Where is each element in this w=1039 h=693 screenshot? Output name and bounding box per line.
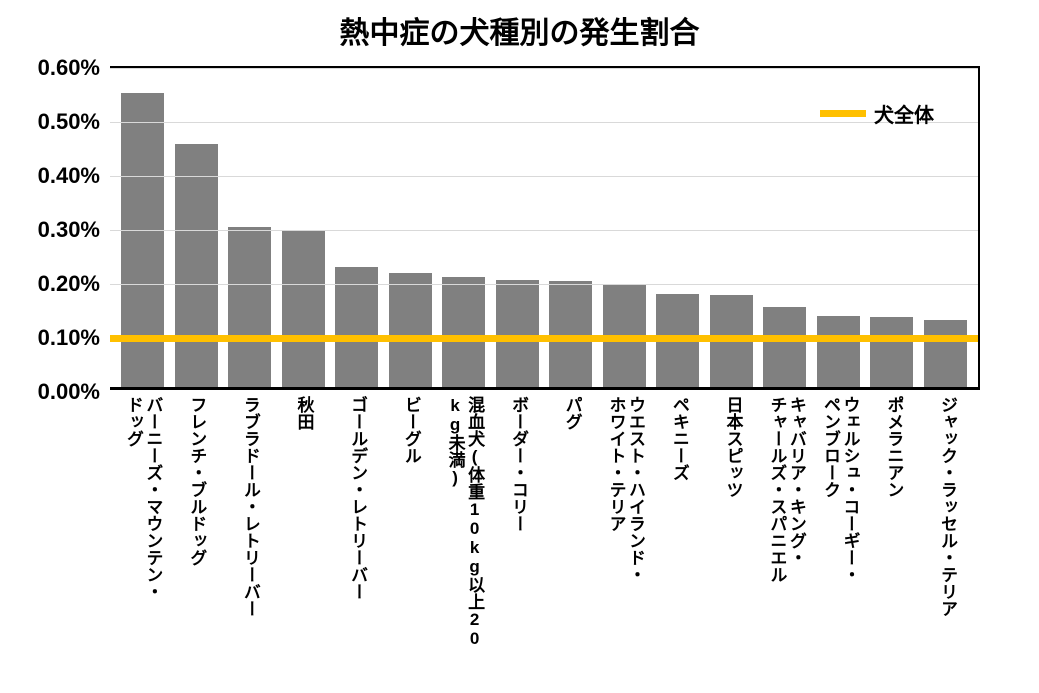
x-label-slot: 日本スピッツ bbox=[706, 396, 760, 648]
x-label-slot: ポメラニアン bbox=[867, 396, 921, 648]
x-tick-label: ラブラドール・レトリーバー bbox=[240, 396, 260, 648]
bar bbox=[763, 307, 806, 387]
x-tick-label: 日本スピッツ bbox=[723, 396, 743, 648]
x-label-slot: 混血犬(体重10kg以上20 kg未満) bbox=[438, 396, 492, 648]
x-tick-label: ウエスト・ハイランド・ ホワイト・テリア bbox=[606, 396, 645, 648]
x-axis-labels: バーニーズ・マウンテン・ ドッグ フレンチ・ブルドッグ ラブラドール・レトリーバー 秋… bbox=[110, 396, 980, 648]
x-label-slot: ジャック・ラッセル・テリア bbox=[920, 396, 974, 648]
y-tick-label: 0.20% bbox=[38, 271, 100, 297]
x-label-slot: フレンチ・ブルドッグ bbox=[170, 396, 224, 648]
gridline bbox=[110, 284, 978, 285]
x-tick-label: 混血犬(体重10kg以上20 kg未満) bbox=[445, 396, 484, 648]
bar bbox=[282, 230, 325, 387]
gridline bbox=[110, 68, 978, 69]
x-tick-label: パグ bbox=[562, 396, 582, 648]
x-tick-label: フレンチ・ブルドッグ bbox=[187, 396, 207, 648]
x-label-slot: ゴールデン・レトリーバー bbox=[331, 396, 385, 648]
x-label-slot: ウエスト・ハイランド・ ホワイト・テリア bbox=[599, 396, 653, 648]
y-tick-label: 0.40% bbox=[38, 163, 100, 189]
x-label-slot: パグ bbox=[545, 396, 599, 648]
chart-container: 熱中症の犬種別の発生割合 0.00% 0.10% 0.20% 0.30% 0.40% 0.… bbox=[0, 0, 1039, 693]
bar bbox=[870, 317, 913, 387]
y-tick-label: 0.00% bbox=[38, 379, 100, 405]
bar bbox=[175, 144, 218, 387]
x-label-slot: ボーダー・コリー bbox=[491, 396, 545, 648]
legend-label: 犬全体 bbox=[874, 99, 934, 128]
x-label-slot: バーニーズ・マウンテン・ ドッグ bbox=[116, 396, 170, 648]
x-label-slot: キャバリア・キング・ チャールズ・スパニエル bbox=[760, 396, 814, 648]
bar bbox=[924, 320, 967, 388]
x-tick-label: ポメラニアン bbox=[884, 396, 904, 648]
bar bbox=[817, 316, 860, 387]
reference-line bbox=[110, 335, 978, 342]
x-tick-label: バーニーズ・マウンテン・ ドッグ bbox=[123, 396, 162, 648]
y-tick-label: 0.30% bbox=[38, 217, 100, 243]
x-tick-label: キャバリア・キング・ チャールズ・スパニエル bbox=[767, 396, 806, 648]
x-tick-label: ゴールデン・レトリーバー bbox=[348, 396, 368, 648]
bar bbox=[389, 273, 432, 387]
legend: 犬全体 bbox=[820, 99, 934, 128]
x-label-slot: ビーグル bbox=[384, 396, 438, 648]
bar bbox=[335, 267, 378, 387]
x-tick-label: ボーダー・コリー bbox=[508, 396, 528, 648]
x-label-slot: 秋田 bbox=[277, 396, 331, 648]
y-tick-label: 0.60% bbox=[38, 55, 100, 81]
gridline bbox=[110, 230, 978, 231]
x-tick-label: ビーグル bbox=[401, 396, 421, 648]
bar bbox=[442, 277, 485, 387]
x-tick-label: 秋田 bbox=[294, 396, 314, 648]
x-tick-label: ペキニーズ bbox=[669, 396, 689, 648]
gridline bbox=[110, 176, 978, 177]
chart-title: 熱中症の犬種別の発生割合 bbox=[0, 8, 1039, 52]
x-tick-label: ウェルシュ・コーギー・ ペンブローク bbox=[820, 396, 859, 648]
y-tick-label: 0.10% bbox=[38, 325, 100, 351]
bar bbox=[228, 227, 271, 387]
x-label-slot: ウェルシュ・コーギー・ ペンブローク bbox=[813, 396, 867, 648]
legend-line-swatch bbox=[820, 110, 866, 117]
bar bbox=[121, 93, 164, 387]
y-tick-label: 0.50% bbox=[38, 109, 100, 135]
x-tick-label: ジャック・ラッセル・テリア bbox=[937, 396, 957, 648]
x-label-slot: ペキニーズ bbox=[652, 396, 706, 648]
x-label-slot: ラブラドール・レトリーバー bbox=[223, 396, 277, 648]
